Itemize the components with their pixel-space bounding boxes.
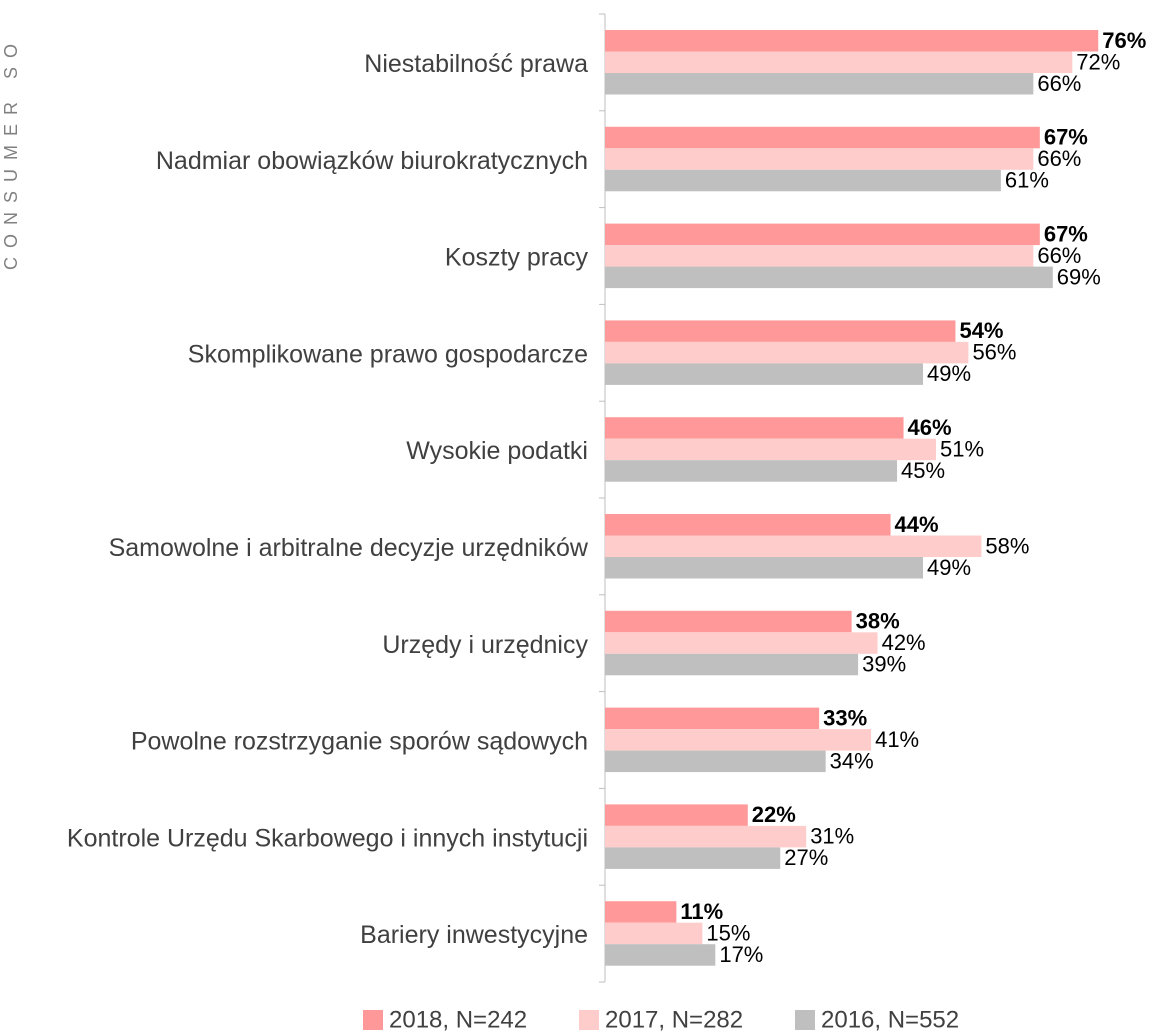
value-label: 66% [1037, 243, 1081, 268]
category-label: Skomplikowane prawo gospodarcze [188, 340, 588, 368]
value-label: 61% [1005, 168, 1049, 193]
legend-label: 2016, N=552 [821, 1006, 959, 1033]
value-label: 49% [927, 361, 971, 386]
value-label: 66% [1037, 146, 1081, 171]
category-label: Niestabilność prawa [364, 50, 588, 78]
value-label: 27% [784, 845, 828, 870]
value-label: 22% [752, 802, 796, 827]
bar [605, 514, 891, 536]
bar [605, 245, 1034, 267]
bar [605, 320, 956, 342]
legend-label: 2017, N=282 [605, 1006, 743, 1033]
value-label: 11% [680, 899, 723, 924]
legend-swatch [363, 1010, 383, 1030]
value-label: 44% [895, 512, 939, 537]
legend-label: 2018, N=242 [389, 1006, 527, 1033]
bar [605, 707, 820, 730]
value-label: 51% [940, 437, 984, 462]
bar [605, 223, 1040, 246]
value-label: 31% [810, 824, 854, 849]
bar [605, 148, 1034, 170]
value-label: 76% [1102, 28, 1146, 53]
bar [605, 438, 936, 461]
value-label: 45% [901, 458, 945, 483]
bar [605, 341, 969, 364]
bar [605, 804, 748, 826]
bar [605, 557, 924, 579]
bar [605, 417, 904, 439]
bar [605, 610, 852, 633]
value-label: 15% [706, 921, 750, 946]
bar [605, 535, 982, 557]
bar [605, 825, 807, 848]
value-label: 66% [1037, 71, 1081, 96]
value-label: 34% [830, 748, 874, 773]
value-label: 67% [1044, 221, 1088, 246]
legend-swatch [795, 1010, 815, 1030]
category-label: Kontrole Urzędu Skarbowego i innych inst… [67, 824, 588, 852]
category-label: Nadmiar obowiązków biurokratycznych [156, 147, 588, 175]
bar [605, 632, 878, 654]
value-label: 17% [719, 942, 763, 967]
bar [605, 363, 924, 385]
value-label: 49% [927, 555, 971, 580]
value-label: 67% [1044, 125, 1088, 150]
category-label: Wysokie podatki [406, 437, 588, 465]
bar [605, 266, 1053, 289]
value-label: 46% [908, 415, 952, 440]
category-label: Powolne rozstrzyganie sporów sądowych [131, 728, 588, 756]
bar [605, 460, 898, 482]
bar [605, 653, 859, 676]
bar [605, 729, 872, 751]
side-text: CONSUMER SO [1, 35, 21, 270]
value-label: 39% [862, 652, 906, 677]
bar [605, 169, 1001, 192]
value-label: 54% [959, 318, 1003, 343]
bar [605, 901, 677, 923]
value-label: 69% [1057, 264, 1101, 289]
bar [605, 922, 703, 945]
value-label: 58% [985, 533, 1029, 558]
value-label: 38% [856, 609, 900, 634]
bar [605, 847, 781, 869]
value-label: 33% [823, 705, 867, 730]
bar [605, 73, 1034, 95]
category-label: Bariery inwestycyjne [360, 921, 588, 949]
category-label: Urzędy i urzędnicy [382, 631, 588, 659]
bar [605, 51, 1073, 73]
value-label: 72% [1076, 49, 1120, 74]
value-label: 41% [875, 727, 919, 752]
bar [605, 126, 1040, 149]
value-label: 42% [882, 630, 926, 655]
legend-swatch [579, 1010, 599, 1030]
category-label: Koszty pracy [445, 244, 589, 272]
value-label: 56% [972, 340, 1016, 365]
bar [605, 944, 716, 966]
bar [605, 750, 826, 773]
category-label: Samowolne i arbitralne decyzje urzędnikó… [109, 534, 589, 562]
bar [605, 30, 1099, 52]
